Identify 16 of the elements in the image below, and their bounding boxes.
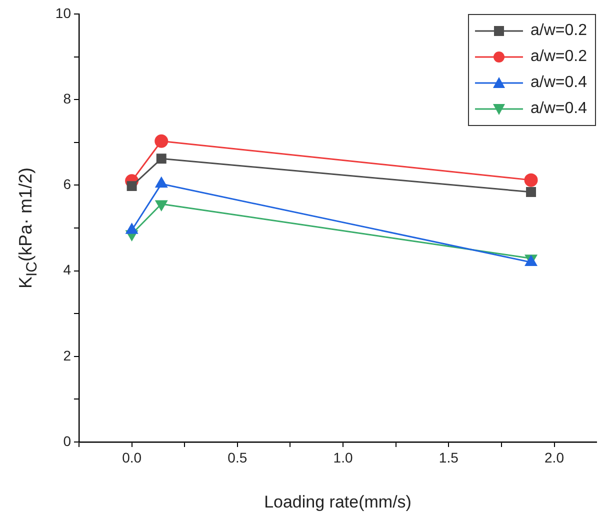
y-tick-label: 0 [63, 432, 72, 449]
legend-label: a/w=0.2 [530, 48, 587, 66]
x-tick-label: 2.0 [544, 449, 564, 466]
legend-label: a/w=0.4 [530, 100, 587, 118]
y-tick-label: 10 [55, 4, 72, 21]
y-tick-label: 8 [63, 90, 72, 106]
y-tick-label: 4 [63, 262, 72, 278]
y-tick-label: 6 [63, 176, 72, 192]
x-axis-title: Loading rate(mm/s) [264, 492, 412, 512]
legend-label: a/w=0.4 [530, 74, 587, 92]
x-tick-label: 0.0 [122, 449, 142, 466]
x-tick-label: 1.0 [333, 449, 353, 466]
y-tick-label: 2 [63, 347, 72, 364]
x-tick-label: 1.5 [438, 449, 459, 466]
x-tick-label: 0.5 [228, 449, 248, 466]
legend-label: a/w=0.2 [530, 22, 587, 40]
